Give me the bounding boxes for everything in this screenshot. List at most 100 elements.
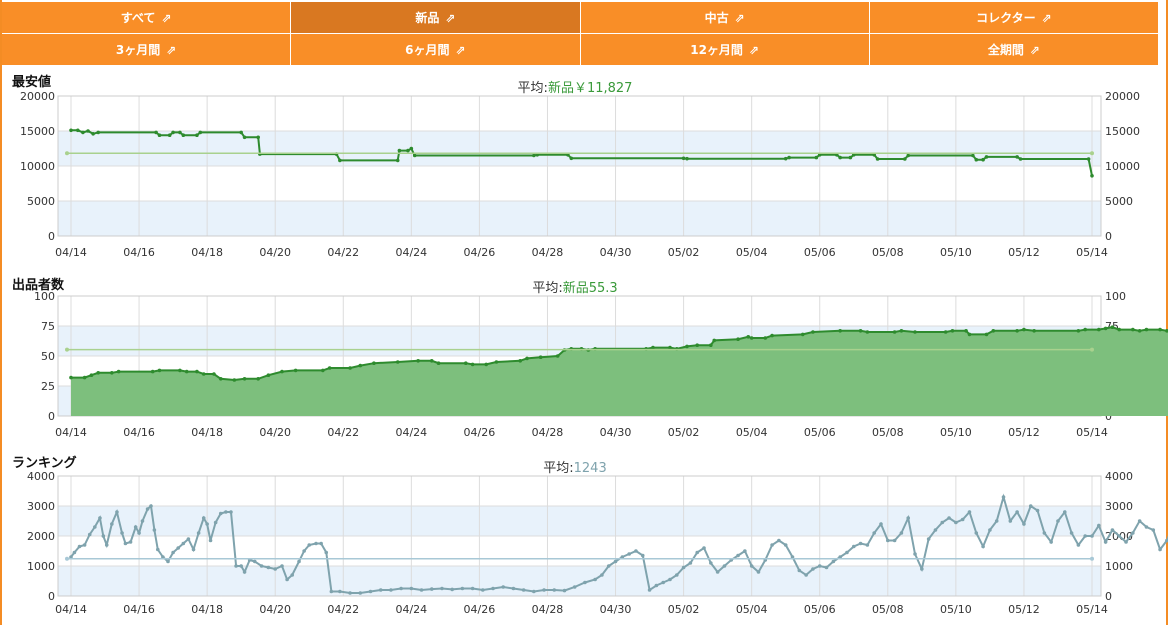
series-point — [797, 568, 802, 573]
average-prefix: 平均: — [518, 81, 548, 96]
y-tick-label-right: 0 — [1105, 410, 1112, 423]
series-point — [436, 361, 441, 366]
chart-sellers: 00252550507575100100出品者数平均:新品55.304/1404… — [12, 277, 1168, 439]
series-point — [72, 550, 77, 555]
background-band — [58, 131, 1101, 166]
x-tick-label: 04/14 — [55, 246, 87, 259]
tab-new[interactable]: 新品 ⇗ — [291, 2, 580, 33]
series-point — [297, 559, 301, 564]
series-point — [1090, 534, 1094, 538]
y-tick-label-right: 0 — [1105, 590, 1112, 603]
series-point — [532, 153, 536, 158]
series-point — [481, 588, 485, 592]
series-point — [178, 368, 182, 373]
series-point — [1076, 543, 1081, 547]
series-point — [307, 543, 312, 547]
series-point — [76, 128, 80, 133]
series-point — [1090, 174, 1094, 178]
series-point — [290, 573, 295, 577]
series-point — [1062, 510, 1067, 514]
background-band — [58, 566, 1101, 596]
series-point — [1137, 329, 1142, 333]
series-point — [521, 588, 526, 592]
series-point — [440, 586, 444, 591]
series-point — [814, 155, 819, 160]
series-point — [971, 153, 975, 158]
series-point — [926, 537, 931, 541]
series-point — [572, 585, 577, 589]
series-point — [152, 528, 157, 532]
average-point — [65, 556, 69, 561]
chart-price: 0 0 5000 5000 10000 10000 15000 15000 20000 20000… — [12, 74, 1140, 259]
tab-used[interactable]: 中古 ⇗ — [580, 2, 869, 33]
series-point — [865, 543, 870, 547]
y-tick-label-right: 15000 — [1105, 125, 1140, 138]
series-point — [176, 546, 181, 550]
series-point — [69, 128, 73, 133]
series-point — [950, 329, 955, 333]
x-tick-label: 05/12 — [1008, 426, 1040, 439]
series-point — [1035, 508, 1040, 513]
series-point — [1008, 519, 1013, 523]
x-tick-label: 05/10 — [940, 603, 972, 616]
x-tick-label: 04/30 — [600, 246, 632, 259]
y-tick-label-left: 1000 — [27, 560, 55, 573]
series-point — [145, 507, 150, 511]
y-tick-label-right: 1000 — [1105, 560, 1133, 573]
series-point — [208, 538, 213, 543]
x-tick-label: 05/06 — [804, 426, 836, 439]
series-point — [1165, 329, 1168, 333]
x-tick-label: 05/14 — [1076, 426, 1108, 439]
series-point — [1076, 329, 1081, 333]
tab-3-months[interactable]: 3ヶ月間 ⇗ — [2, 34, 291, 65]
series-point — [695, 343, 700, 348]
series-point — [1110, 325, 1115, 330]
series-point — [947, 516, 951, 520]
series-point — [811, 567, 815, 571]
x-tick-label: 05/08 — [872, 603, 904, 616]
series-point — [994, 519, 999, 523]
series-point — [511, 586, 516, 591]
x-tick-label: 04/22 — [327, 426, 359, 439]
series-point — [409, 146, 414, 151]
series-point — [86, 129, 90, 133]
x-tick-label: 04/22 — [327, 246, 359, 259]
tab-all[interactable]: すべて ⇗ — [2, 2, 291, 33]
average-prefix: 平均: — [532, 281, 562, 296]
series-point — [555, 354, 560, 358]
series-point — [1015, 510, 1019, 514]
series-point — [770, 333, 774, 338]
series-point — [91, 132, 95, 136]
tab-label: 全期間 — [987, 43, 1024, 57]
series-point — [242, 377, 247, 381]
tab-all-time[interactable]: 全期間 ⇗ — [869, 34, 1158, 65]
series-point — [1117, 327, 1122, 332]
series-point — [627, 552, 631, 556]
series-point — [763, 336, 768, 340]
tab-6-months[interactable]: 6ヶ月間 ⇗ — [291, 34, 580, 65]
series-point — [397, 148, 402, 153]
y-tick-label-left: 25 — [41, 380, 55, 393]
series-point — [984, 155, 989, 159]
average-value: 新品55.3 — [563, 280, 618, 296]
series-point — [501, 585, 506, 589]
x-tick-label: 04/22 — [327, 603, 359, 616]
series-point — [875, 157, 880, 161]
y-tick-label-left: 0 — [48, 410, 55, 423]
tab-12-months[interactable]: 12ヶ月間 ⇗ — [580, 34, 869, 65]
trend-arrow-icon: ⇗ — [1029, 42, 1040, 57]
series-point — [338, 589, 342, 594]
x-tick-label: 04/28 — [532, 246, 564, 259]
series-point — [186, 537, 191, 541]
y-tick-label-right: 10000 — [1105, 160, 1140, 173]
y-tick-label-right: 20000 — [1105, 90, 1140, 103]
series-point — [1018, 157, 1023, 161]
y-tick-label-left: 5000 — [27, 195, 55, 208]
series-point — [583, 580, 587, 585]
series-point — [110, 371, 114, 375]
y-tick-label-right: 0 — [1105, 230, 1112, 243]
series-point — [149, 504, 153, 508]
x-tick-label: 04/24 — [395, 426, 427, 439]
series-point — [542, 588, 546, 592]
tab-collector[interactable]: コレクター ⇗ — [869, 2, 1158, 33]
